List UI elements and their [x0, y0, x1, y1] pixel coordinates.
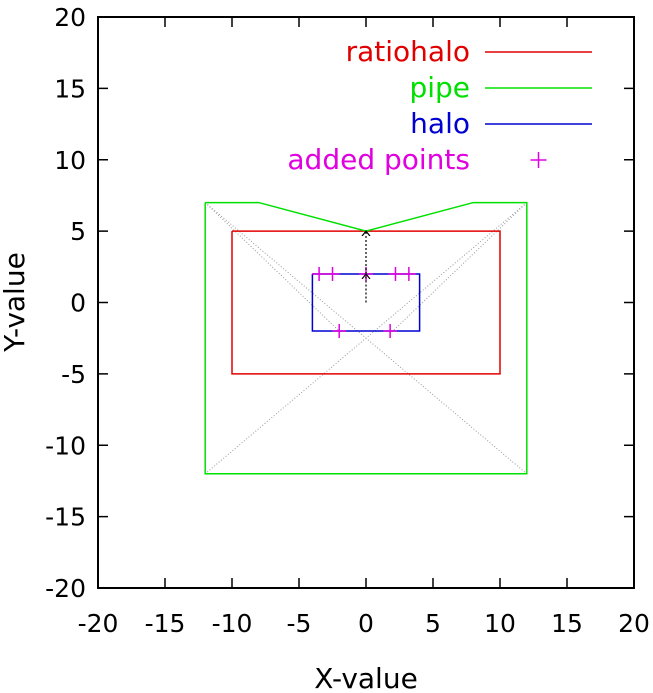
y-tick-label: 10	[54, 146, 86, 175]
y-tick-label: 5	[70, 217, 86, 246]
x-tick-label: 0	[358, 609, 374, 638]
construction-line	[204, 202, 340, 332]
point-added-points	[388, 266, 403, 281]
x-tick-label: 15	[551, 609, 583, 638]
x-tick-label: 5	[425, 609, 441, 638]
y-axis-label: Y-value	[0, 252, 31, 353]
series-layer	[204, 201, 528, 475]
y-tick-label: -15	[45, 503, 86, 532]
legend-label-halo: halo	[410, 107, 470, 140]
y-tick-label: 15	[54, 74, 86, 103]
point-added-points	[383, 324, 398, 339]
legend-label-ratiohalo: ratiohalo	[346, 35, 470, 68]
y-tick-label: -20	[45, 574, 86, 603]
legend-label-pipe: pipe	[409, 71, 470, 104]
x-axis-label: X-value	[314, 662, 418, 693]
point-added-points	[332, 324, 347, 339]
x-tick-label: -5	[287, 609, 312, 638]
y-tick-label: 0	[70, 289, 86, 318]
series-pipe	[204, 201, 528, 475]
y-tick-label: -10	[45, 431, 86, 460]
x-tick-label: 10	[484, 609, 516, 638]
legend-sample-added-points	[530, 152, 547, 168]
legend-label-added-points: added points	[287, 143, 470, 176]
series-ratiohalo	[231, 230, 501, 375]
y-tick-label: -5	[61, 360, 86, 389]
construction-lines	[204, 202, 528, 475]
x-tick-label: -10	[212, 609, 253, 638]
point-added-points	[312, 266, 327, 281]
construction-line	[204, 202, 528, 475]
point-added-points	[325, 266, 340, 281]
point-added-points	[401, 266, 416, 281]
x-tick-label: -15	[145, 609, 186, 638]
construction-line	[392, 202, 528, 332]
x-tick-label: 20	[618, 609, 650, 638]
x-tick-label: -20	[78, 609, 119, 638]
series-halo	[311, 273, 421, 332]
y-tick-label: 20	[54, 3, 86, 32]
axes: -20 -15 -10 -5 0 5 10 15 20 20 15 10 5 0 -5 -10 -15 -20	[45, 3, 650, 638]
